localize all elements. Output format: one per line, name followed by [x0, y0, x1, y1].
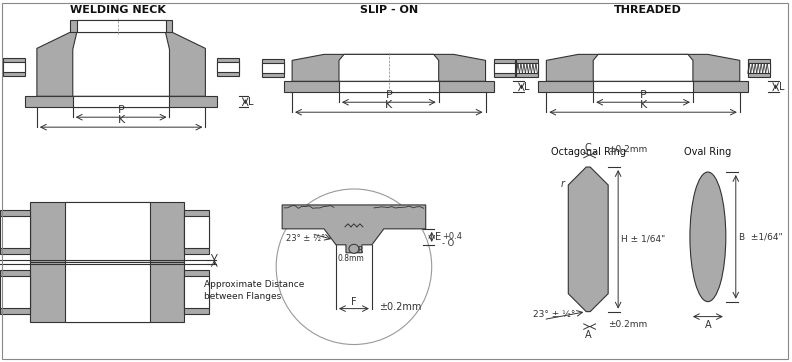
- Bar: [262, 63, 284, 73]
- Text: P: P: [640, 90, 646, 100]
- Bar: [748, 59, 770, 77]
- Text: L: L: [524, 82, 530, 92]
- Text: A: A: [585, 329, 592, 340]
- Text: ±0.2mm: ±0.2mm: [608, 320, 647, 329]
- Text: H ± 1/64": H ± 1/64": [621, 235, 665, 244]
- Bar: [185, 216, 209, 248]
- Bar: [30, 202, 185, 262]
- Text: C: C: [584, 143, 592, 153]
- Bar: [262, 59, 284, 77]
- Bar: [0, 270, 30, 313]
- Bar: [25, 96, 217, 107]
- Bar: [185, 210, 209, 254]
- Bar: [73, 96, 169, 107]
- Bar: [539, 81, 748, 92]
- Text: 23° ± ½°: 23° ± ½°: [286, 234, 326, 243]
- Text: L: L: [779, 82, 784, 92]
- Bar: [185, 270, 209, 313]
- Bar: [516, 63, 539, 73]
- Polygon shape: [37, 33, 205, 96]
- Text: ±0.2mm: ±0.2mm: [608, 144, 647, 153]
- Bar: [0, 210, 30, 254]
- Text: +0.4: +0.4: [442, 232, 462, 241]
- Ellipse shape: [349, 244, 359, 253]
- Text: ±0.2mm: ±0.2mm: [379, 302, 421, 312]
- Bar: [30, 262, 185, 321]
- Text: Approximate Distance
between Flanges: Approximate Distance between Flanges: [204, 280, 305, 301]
- Bar: [185, 276, 209, 308]
- Bar: [0, 276, 30, 308]
- Text: THREADED: THREADED: [614, 5, 682, 14]
- Bar: [65, 262, 150, 321]
- Bar: [493, 59, 516, 77]
- Text: 0.8mm: 0.8mm: [338, 254, 365, 263]
- Polygon shape: [292, 54, 485, 81]
- Bar: [284, 81, 493, 92]
- Bar: [217, 62, 239, 72]
- Bar: [339, 81, 439, 92]
- Text: Octagonal Ring: Octagonal Ring: [550, 147, 626, 157]
- Text: R: R: [357, 246, 362, 255]
- Text: - O: - O: [442, 239, 454, 248]
- Bar: [0, 216, 30, 248]
- Bar: [70, 21, 173, 33]
- Text: r: r: [560, 179, 565, 189]
- Polygon shape: [569, 167, 608, 312]
- Polygon shape: [339, 54, 439, 81]
- Text: F: F: [351, 296, 356, 307]
- Bar: [593, 81, 693, 92]
- Text: K: K: [117, 115, 125, 125]
- Bar: [493, 63, 516, 73]
- Polygon shape: [593, 54, 693, 81]
- Text: E: E: [435, 232, 441, 242]
- Text: P: P: [118, 105, 124, 115]
- Polygon shape: [282, 205, 426, 253]
- Text: A: A: [705, 320, 711, 329]
- Bar: [3, 58, 25, 76]
- Polygon shape: [73, 33, 169, 96]
- Text: B  ±1/64": B ±1/64": [739, 232, 782, 241]
- Text: K: K: [385, 100, 393, 110]
- Text: K: K: [639, 100, 647, 110]
- Text: Oval Ring: Oval Ring: [684, 147, 732, 157]
- Text: P: P: [386, 90, 392, 100]
- Bar: [748, 63, 770, 73]
- Text: WELDING NECK: WELDING NECK: [70, 5, 166, 14]
- Bar: [77, 21, 166, 33]
- Bar: [3, 62, 25, 72]
- Ellipse shape: [690, 172, 725, 302]
- Text: SLIP - ON: SLIP - ON: [360, 5, 418, 14]
- Bar: [65, 202, 150, 262]
- Polygon shape: [546, 54, 740, 81]
- Bar: [516, 59, 539, 77]
- Bar: [217, 58, 239, 76]
- Text: L: L: [248, 97, 253, 107]
- Text: 23° ± ½°: 23° ± ½°: [533, 310, 576, 319]
